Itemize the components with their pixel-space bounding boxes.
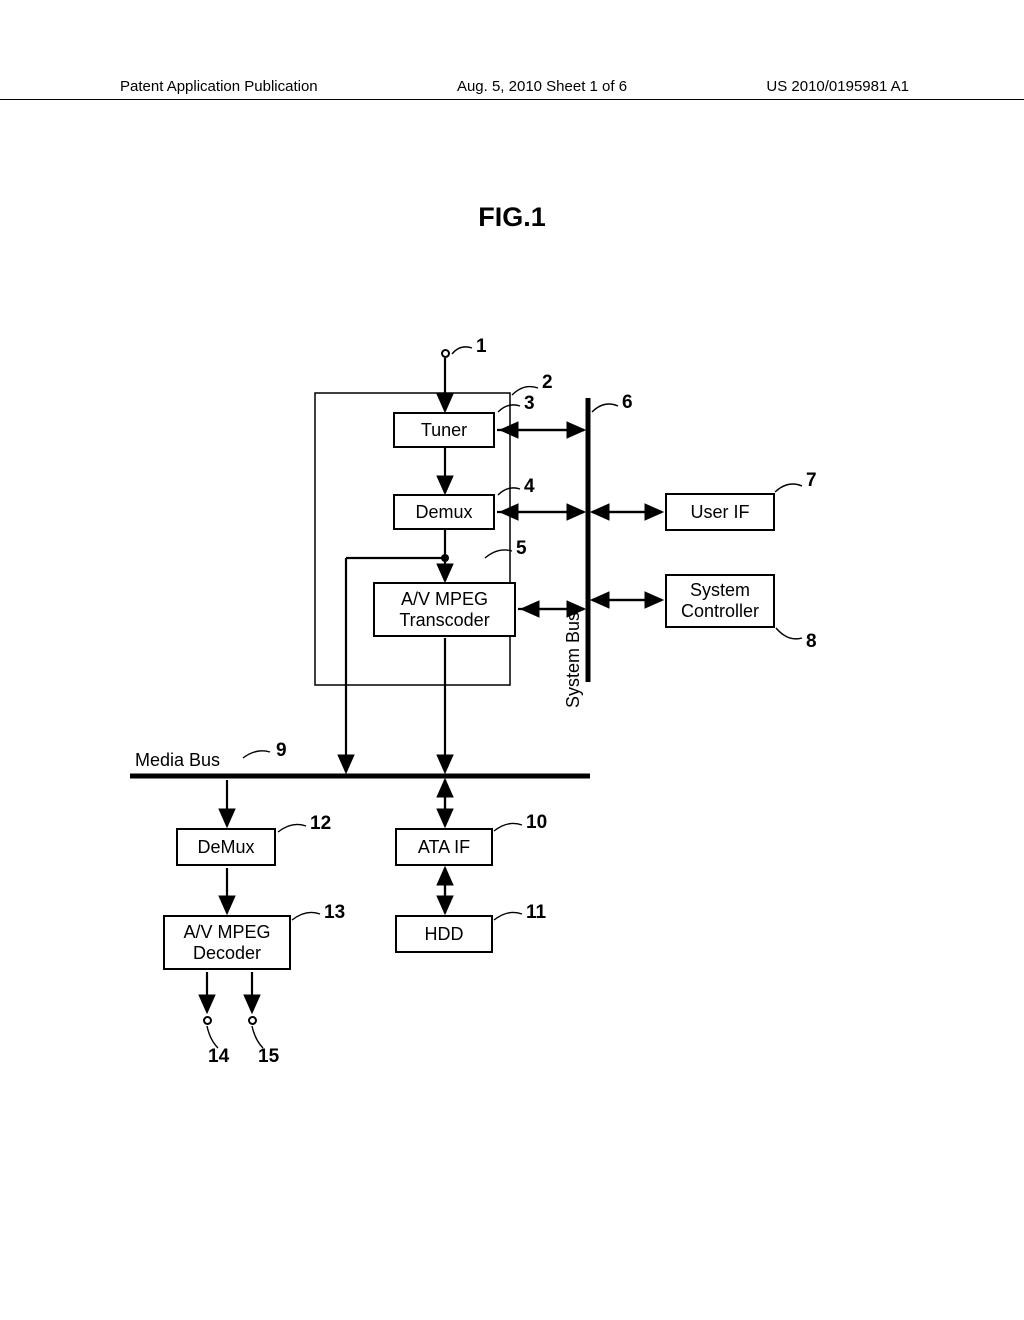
demux1-label: Demux: [415, 502, 472, 523]
syscon-block: System Controller: [665, 574, 775, 628]
header-center: Aug. 5, 2010 Sheet 1 of 6: [457, 78, 627, 95]
demux2-block: DeMux: [176, 828, 276, 866]
demux1-block: Demux: [393, 494, 495, 530]
ref-11: 11: [526, 902, 546, 924]
ref-8: 8: [806, 631, 817, 653]
transcoder-label: A/V MPEG Transcoder: [399, 589, 489, 630]
figure-title: FIG.1: [0, 202, 1024, 233]
media-bus-label: Media Bus: [135, 750, 220, 771]
ref-5: 5: [516, 538, 527, 560]
ref-3: 3: [524, 393, 535, 415]
syscon-label: System Controller: [681, 580, 759, 621]
ref-4: 4: [524, 476, 535, 498]
output-terminal-15: [248, 1016, 257, 1025]
decoder-block: A/V MPEG Decoder: [163, 915, 291, 970]
page-header: Patent Application Publication Aug. 5, 2…: [0, 78, 1024, 100]
ref-13: 13: [324, 902, 345, 924]
header-left: Patent Application Publication: [120, 78, 318, 95]
ataif-block: ATA IF: [395, 828, 493, 866]
tuner-block: Tuner: [393, 412, 495, 448]
decoder-label: A/V MPEG Decoder: [183, 922, 270, 963]
hdd-block: HDD: [395, 915, 493, 953]
transcoder-block: A/V MPEG Transcoder: [373, 582, 516, 637]
hdd-label: HDD: [425, 924, 464, 945]
ref-15: 15: [258, 1046, 279, 1068]
ataif-label: ATA IF: [418, 837, 470, 858]
ref-7: 7: [806, 470, 817, 492]
ref-14: 14: [208, 1046, 229, 1068]
output-terminal-14: [203, 1016, 212, 1025]
demux2-label: DeMux: [197, 837, 254, 858]
system-bus-label: System Bus: [563, 612, 584, 708]
ref-9: 9: [276, 740, 287, 762]
header-right: US 2010/0195981 A1: [766, 78, 909, 95]
ref-1: 1: [476, 336, 487, 358]
block-diagram: Tuner Demux A/V MPEG Transcoder User IF …: [0, 300, 1024, 1100]
ref-2: 2: [542, 372, 553, 394]
ref-10: 10: [526, 812, 547, 834]
antenna-terminal: [441, 349, 450, 358]
tuner-label: Tuner: [421, 420, 467, 441]
ref-12: 12: [310, 813, 331, 835]
ref-6: 6: [622, 392, 633, 414]
userif-label: User IF: [690, 502, 749, 523]
userif-block: User IF: [665, 493, 775, 531]
